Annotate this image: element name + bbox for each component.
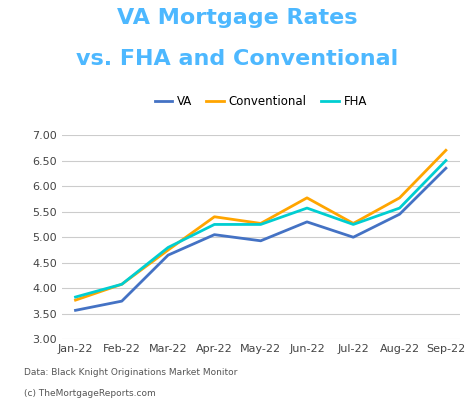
FHA — [119, 282, 125, 287]
Conventional — [258, 221, 264, 226]
VA — [119, 299, 125, 303]
Conventional — [350, 221, 356, 226]
VA — [73, 308, 78, 313]
FHA — [397, 206, 402, 211]
VA — [165, 253, 171, 258]
VA — [443, 166, 449, 171]
VA — [350, 235, 356, 240]
FHA — [211, 222, 217, 227]
VA — [304, 219, 310, 224]
Conventional — [211, 214, 217, 219]
VA — [258, 238, 264, 243]
FHA — [350, 222, 356, 227]
Line: FHA: FHA — [75, 160, 446, 297]
Line: VA: VA — [75, 168, 446, 310]
Conventional — [165, 247, 171, 252]
Line: Conventional: Conventional — [75, 150, 446, 300]
Text: VA Mortgage Rates: VA Mortgage Rates — [117, 8, 357, 28]
FHA — [443, 158, 449, 163]
Conventional — [73, 298, 78, 303]
FHA — [73, 294, 78, 299]
Text: (c) TheMortgageReports.com: (c) TheMortgageReports.com — [24, 389, 155, 398]
FHA — [258, 222, 264, 227]
Conventional — [119, 282, 125, 287]
Legend: VA, Conventional, FHA: VA, Conventional, FHA — [150, 90, 372, 113]
Conventional — [304, 196, 310, 200]
FHA — [304, 206, 310, 211]
Text: vs. FHA and Conventional: vs. FHA and Conventional — [76, 49, 398, 69]
VA — [397, 212, 402, 217]
VA — [211, 232, 217, 237]
Conventional — [443, 148, 449, 153]
Conventional — [397, 196, 402, 200]
FHA — [165, 245, 171, 250]
Text: Data: Black Knight Originations Market Monitor: Data: Black Knight Originations Market M… — [24, 368, 237, 377]
